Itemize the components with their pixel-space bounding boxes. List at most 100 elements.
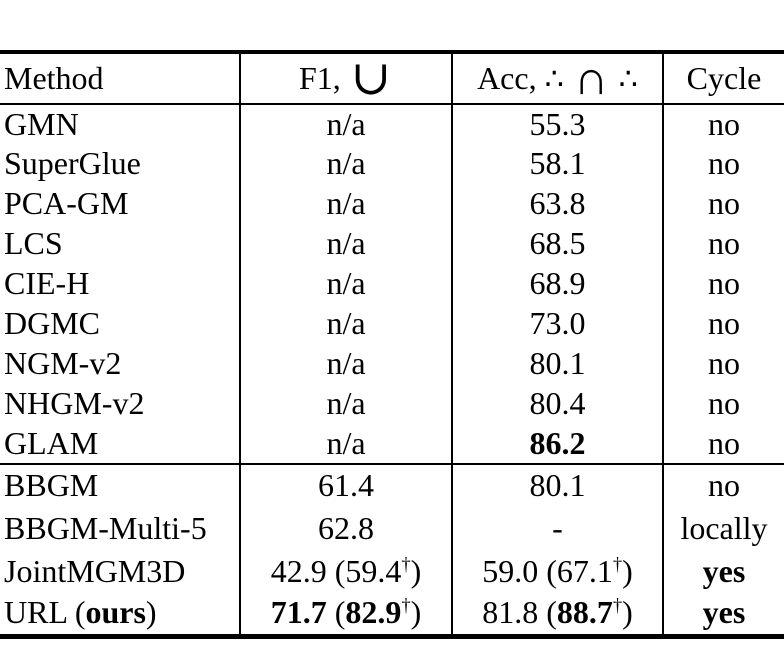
cell-acc: 81.8 (88.7†) <box>452 593 664 636</box>
cell-text: BBGM <box>4 467 99 504</box>
cell-text: LCS <box>4 225 63 262</box>
results-table: Method F1, ∪ Acc, ∴ ∩ ∴ Cycle GMN n/a 55.3… <box>0 50 784 639</box>
cell-text: 80.1 <box>529 345 586 382</box>
cell-text: JointMGM3D <box>4 552 186 589</box>
cell-text: ) <box>622 594 633 631</box>
cell-text: 62.8 <box>318 509 374 546</box>
cell-acc: 80.1 <box>452 344 664 384</box>
cell-method: BBGM-Multi-5 <box>0 507 241 550</box>
table-row: JointMGM3D 42.9 (59.4†) 59.0 (67.1†) yes <box>0 550 784 593</box>
table-row: NGM-v2 n/a 80.1 no <box>0 344 784 384</box>
cell-method: SuperGlue <box>0 144 241 184</box>
cell-text: CIE-H <box>4 265 90 302</box>
cell-text: no <box>708 105 740 142</box>
cell-cycle: no <box>663 384 784 424</box>
table-row: GLAM n/a 86.2 no <box>0 424 784 464</box>
therefore-right-icon: ∴ <box>618 61 638 96</box>
cell-text: DGMC <box>4 305 101 342</box>
table-row: URL (ours) 71.7 (82.9†) 81.8 (88.7†) yes <box>0 593 784 636</box>
cell-acc: 55.3 <box>452 104 664 144</box>
cell-acc: 73.0 <box>452 304 664 344</box>
cell-acc: 63.8 <box>452 184 664 224</box>
table-row: BBGM 61.4 80.1 no <box>0 464 784 507</box>
cell-f1: n/a <box>240 104 453 144</box>
cell-text: n/a <box>326 385 366 422</box>
cell-f1: 61.4 <box>240 464 453 507</box>
table-row: CIE-H n/a 68.9 no <box>0 264 784 304</box>
cell-method: NGM-v2 <box>0 344 241 384</box>
cell-text: ) <box>622 552 633 589</box>
header-row: Method F1, ∪ Acc, ∴ ∩ ∴ Cycle <box>0 52 784 104</box>
cell-text: - <box>552 509 563 546</box>
cell-text: GMN <box>4 105 79 142</box>
cell-text: BBGM-Multi-5 <box>4 509 207 546</box>
cell-f1: n/a <box>240 384 453 424</box>
cell-f1: n/a <box>240 344 453 384</box>
cell-f1: 71.7 (82.9†) <box>240 593 453 636</box>
therefore-left-icon: ∴ <box>544 61 564 96</box>
cell-f1: n/a <box>240 144 453 184</box>
cell-cycle: yes <box>663 550 784 593</box>
cell-method: DGMC <box>0 304 241 344</box>
dagger-superscript: † <box>401 595 411 617</box>
table-section-multi-graph: BBGM 61.4 80.1 no BBGM-Multi-5 62.8 - locally Jo… <box>0 464 784 636</box>
table-row: PCA-GM n/a 63.8 no <box>0 184 784 224</box>
cell-text: 80.1 <box>529 467 586 504</box>
col-header-method: Method <box>0 52 241 104</box>
col-header-f1: F1, ∪ <box>240 52 453 106</box>
table-row: SuperGlue n/a 58.1 no <box>0 144 784 184</box>
acc-header-label: Acc, <box>477 59 537 96</box>
col-header-cycle: Cycle <box>686 59 762 96</box>
cell-text: yes <box>702 594 746 631</box>
cell-text: 61.4 <box>318 467 374 504</box>
cell-text: 63.8 <box>529 185 586 222</box>
cell-text: 86.2 <box>529 424 586 461</box>
cell-text: ( <box>326 594 346 631</box>
table-row: NHGM-v2 n/a 80.4 no <box>0 384 784 424</box>
dagger-superscript: † <box>612 554 623 576</box>
cell-text: no <box>708 424 740 461</box>
big-union-icon: ∪ <box>350 52 391 106</box>
cell-text: 88.7 <box>556 594 613 631</box>
big-intersection-icon: ∩ <box>573 52 609 106</box>
cell-text: n/a <box>326 185 366 222</box>
cell-method: PCA-GM <box>0 184 241 224</box>
cell-text: URL ( <box>4 594 86 631</box>
cell-text: 71.7 <box>270 594 327 631</box>
cell-method: LCS <box>0 224 241 264</box>
cell-text: 42.9 (59.4 <box>270 552 402 589</box>
cell-method: GLAM <box>0 424 241 464</box>
cell-method: NHGM-v2 <box>0 384 241 424</box>
cell-method: JointMGM3D <box>0 550 241 593</box>
cell-cycle: yes <box>663 593 784 636</box>
cell-acc: 86.2 <box>452 424 664 464</box>
table-row: GMN n/a 55.3 no <box>0 104 784 144</box>
cell-f1: n/a <box>240 224 453 264</box>
cell-method: GMN <box>0 104 241 144</box>
cell-acc: 80.4 <box>452 384 664 424</box>
cell-cycle: no <box>663 304 784 344</box>
cell-text: NGM-v2 <box>4 345 122 382</box>
cell-text: n/a <box>326 225 366 262</box>
cell-f1: n/a <box>240 264 453 304</box>
table-row: DGMC n/a 73.0 no <box>0 304 784 344</box>
table-row: LCS n/a 68.5 no <box>0 224 784 264</box>
cell-text: 73.0 <box>529 305 586 342</box>
cell-text: 68.9 <box>529 265 586 302</box>
cell-text: no <box>708 185 740 222</box>
cell-acc: 59.0 (67.1†) <box>452 550 664 593</box>
cell-text: n/a <box>326 105 366 142</box>
cell-text: 58.1 <box>529 145 586 182</box>
cell-text: 82.9 <box>345 594 402 631</box>
cell-text: no <box>708 467 740 504</box>
cell-text: locally <box>680 509 768 546</box>
cell-method: BBGM <box>0 464 241 507</box>
cell-cycle: no <box>663 104 784 144</box>
col-header-acc: Acc, ∴ ∩ ∴ <box>452 52 664 106</box>
cell-text: no <box>708 345 740 382</box>
dagger-superscript: † <box>401 554 411 576</box>
cell-f1: 62.8 <box>240 507 453 550</box>
cell-text: n/a <box>326 265 366 302</box>
cell-text: 68.5 <box>529 225 586 262</box>
cell-text: NHGM-v2 <box>4 385 145 422</box>
